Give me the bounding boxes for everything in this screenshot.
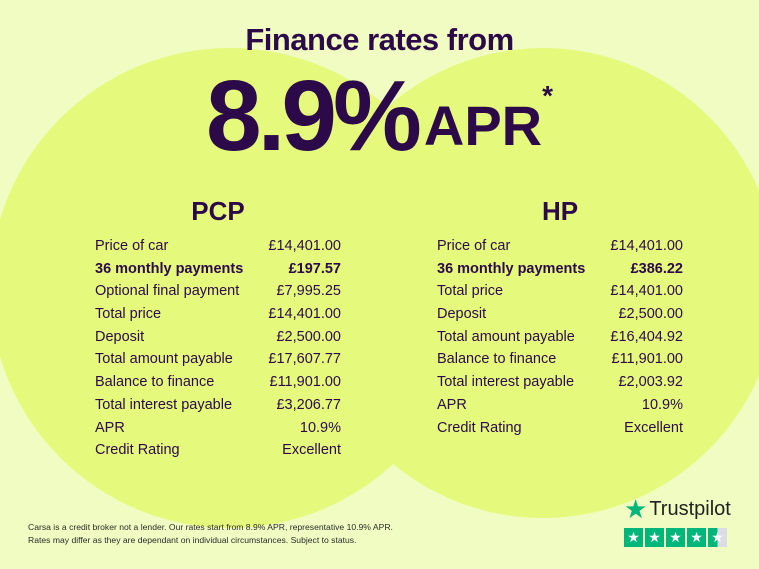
row-value: £14,401.00 xyxy=(268,238,341,254)
table-row: Balance to finance £11,901.00 xyxy=(95,371,341,394)
row-value: £197.57 xyxy=(288,260,341,277)
rate-value: 8.9% xyxy=(205,60,422,172)
table-row: 36 monthly payments £386.22 xyxy=(437,258,683,281)
row-label: Total interest payable xyxy=(437,374,575,391)
table-row: APR 10.9% xyxy=(437,394,683,417)
row-label: Optional final payment xyxy=(95,283,240,300)
star-icon: ★ xyxy=(624,528,643,547)
row-label: Credit Rating xyxy=(437,419,522,436)
row-value: £386.22 xyxy=(630,260,683,277)
row-label: APR xyxy=(437,396,467,413)
row-label: 36 monthly payments xyxy=(95,260,244,277)
hp-table: HP Price of car £14,401.00 36 monthly paym… xyxy=(437,196,683,439)
row-value: £2,500.00 xyxy=(618,306,683,323)
table-row: Credit Rating Excellent xyxy=(437,417,683,440)
background-circle-right xyxy=(308,48,759,518)
row-label: Total amount payable xyxy=(437,328,575,345)
trustpilot-rating: ★ ★ ★ ★ ★ xyxy=(624,528,731,547)
row-value: Excellent xyxy=(624,419,683,436)
table-row: Total amount payable £16,404.92 xyxy=(437,326,683,349)
table-row: Balance to finance £11,901.00 xyxy=(437,348,683,371)
table-row: Price of car £14,401.00 xyxy=(95,235,341,258)
star-icon: ★ xyxy=(645,528,664,547)
row-label: Total amount payable xyxy=(95,351,233,368)
row-label: Price of car xyxy=(95,238,169,254)
row-value: Excellent xyxy=(282,442,341,459)
row-value: £14,401.00 xyxy=(610,238,683,254)
table-row: Deposit £2,500.00 xyxy=(95,326,341,349)
table-row: Deposit £2,500.00 xyxy=(437,303,683,326)
row-label: Total interest payable xyxy=(95,396,233,413)
table-row: Total interest payable £2,003.92 xyxy=(437,371,683,394)
row-value: 10.9% xyxy=(641,396,683,413)
disclaimer: Carsa is a credit broker not a lender. O… xyxy=(28,521,393,547)
row-value: 10.9% xyxy=(299,419,341,436)
row-label: Price of car xyxy=(437,238,511,254)
table-row: Total price £14,401.00 xyxy=(437,280,683,303)
row-value: £11,901.00 xyxy=(269,374,342,391)
row-value: £7,995.25 xyxy=(276,283,341,300)
row-label: Balance to finance xyxy=(95,374,215,391)
row-value: £16,404.92 xyxy=(610,328,683,345)
row-value: £3,206.77 xyxy=(276,396,341,413)
row-value: £2,500.00 xyxy=(276,328,341,345)
table-row: 36 monthly payments £197.57 xyxy=(95,258,341,281)
row-label: Balance to finance xyxy=(437,351,557,368)
row-label: Deposit xyxy=(95,328,145,345)
table-row: Credit Rating Excellent xyxy=(95,439,341,462)
star-icon: ★ xyxy=(708,528,727,547)
table-row: Price of car £14,401.00 xyxy=(437,235,683,258)
trustpilot-logo: ★ Trustpilot xyxy=(624,494,731,525)
row-value: £17,607.77 xyxy=(268,351,341,368)
star-icon: ★ xyxy=(687,528,706,547)
trustpilot-badge: ★ Trustpilot ★ ★ ★ ★ ★ xyxy=(624,494,731,547)
row-label: Total price xyxy=(437,283,504,300)
apr-label: APR xyxy=(423,94,543,157)
row-label: Total price xyxy=(95,306,162,323)
row-value: £14,401.00 xyxy=(268,306,341,323)
row-value: £11,901.00 xyxy=(611,351,684,368)
table-row: Total interest payable £3,206.77 xyxy=(95,394,341,417)
table-row: Total amount payable £17,607.77 xyxy=(95,348,341,371)
row-value: £14,401.00 xyxy=(610,283,683,300)
hp-title: HP xyxy=(541,196,579,226)
pcp-table: PCP Price of car £14,401.00 36 monthly pay… xyxy=(95,196,341,462)
row-value: £2,003.92 xyxy=(618,374,683,391)
table-row: APR 10.9% xyxy=(95,417,341,440)
star-icon: ★ xyxy=(666,528,685,547)
table-row: Total price £14,401.00 xyxy=(95,303,341,326)
star-icon: ★ xyxy=(624,494,648,524)
row-label: Deposit xyxy=(437,306,487,323)
headline-intro: Finance rates from xyxy=(245,22,514,57)
asterisk: * xyxy=(542,80,554,111)
disclaimer-line-1: Carsa is a credit broker not a lender. O… xyxy=(28,522,393,532)
headline-rate: 8.9% APR * xyxy=(0,60,759,172)
row-label: 36 monthly payments xyxy=(437,260,586,277)
trustpilot-brand: Trustpilot xyxy=(649,498,731,520)
disclaimer-line-2: Rates may differ as they are dependant o… xyxy=(28,535,357,545)
table-row: Optional final payment £7,995.25 xyxy=(95,280,341,303)
row-label: APR xyxy=(95,419,125,436)
pcp-title: PCP xyxy=(191,196,245,226)
row-label: Credit Rating xyxy=(95,442,180,459)
